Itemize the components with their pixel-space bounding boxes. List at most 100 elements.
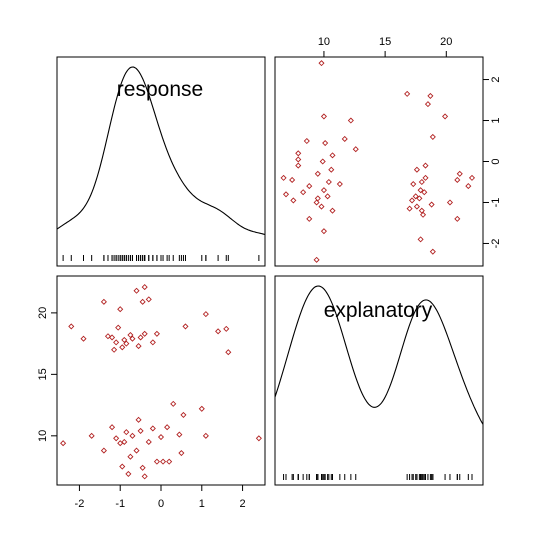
data-point [145,296,152,303]
data-point [176,431,183,438]
data-point [202,432,209,439]
data-point [329,152,336,159]
data-point [336,181,343,188]
tick-label: 2 [240,498,246,510]
data-point [422,162,429,169]
data-point [295,162,302,169]
data-point [60,440,67,447]
data-point [318,60,325,67]
data-point [121,336,128,343]
data-point [127,331,134,339]
data-point [182,323,189,330]
variable-label: response [117,78,203,101]
data-point [413,203,420,210]
data-point [149,425,156,432]
explanatory-vs-response-panel [56,275,266,486]
data-point [119,463,126,470]
tick-label: 15 [37,368,49,380]
data-point [300,189,307,196]
data-point [404,90,411,97]
data-point [123,429,130,436]
data-point [68,323,75,330]
data-point [127,453,134,460]
response-density-panel: response [56,56,266,267]
data-point [412,193,419,200]
data-point [129,335,136,342]
density-curve [56,66,266,236]
data-point [313,199,320,206]
data-point [313,256,320,263]
data-point [429,248,436,255]
data-point [428,201,435,208]
data-point [123,340,130,347]
data-point [198,405,205,412]
data-point [427,92,434,99]
data-point [341,135,348,142]
bottom-axis: -2 -1 0 1 2 [75,485,246,510]
tick-label: 0 [158,498,164,510]
tick-label: 1 [490,117,502,123]
data-point [215,328,222,335]
tick-label: -2 [490,239,502,249]
data-point [320,113,327,120]
data-point [137,427,144,434]
data-point [170,400,177,407]
data-point [290,197,297,204]
data-point [424,101,431,108]
data-point [149,339,156,346]
data-point [125,470,132,477]
data-point [347,117,354,124]
data-point [280,174,287,181]
data-point [88,432,95,439]
data-point [100,298,107,305]
data-point [180,411,187,418]
data-point [429,133,436,140]
data-point [113,435,120,442]
data-point [255,435,262,442]
data-point [137,334,144,341]
data-point [141,473,148,480]
tick-label: 2 [490,76,502,82]
tick-label: -1 [115,498,125,510]
data-point [113,339,120,346]
data-point [139,464,146,471]
data-point [352,146,359,153]
explanatory-density-panel: explanatory [274,275,484,486]
panel-frame [56,56,266,267]
data-point [129,432,136,439]
panel-frame [56,275,266,486]
tick-label: 20 [37,307,49,319]
data-point [446,199,454,206]
data-point [306,215,313,222]
data-point [465,183,472,190]
data-point [417,187,424,194]
data-point [119,344,126,351]
data-point [318,203,325,210]
data-point [410,181,417,188]
data-point [295,156,302,163]
data-point [117,306,124,313]
data-point [418,207,425,214]
tick-label: 10 [37,430,49,442]
data-point [320,187,327,194]
data-point [141,330,148,337]
left-axis: 10 15 20 [37,307,57,442]
data-point [153,458,160,465]
data-point [325,178,332,186]
data-point [328,166,335,173]
data-point [178,449,185,457]
data-point [145,438,152,446]
data-point [282,191,290,198]
data-point [135,416,142,423]
variable-label: explanatory [324,299,433,322]
data-point [454,176,461,183]
data-point [225,349,232,356]
data-point [153,330,160,337]
data-point [133,447,140,454]
tick-label: 15 [379,36,391,48]
panel-frame [274,275,484,486]
data-point [80,335,87,342]
data-point [413,166,420,173]
panel-frame [274,56,484,267]
